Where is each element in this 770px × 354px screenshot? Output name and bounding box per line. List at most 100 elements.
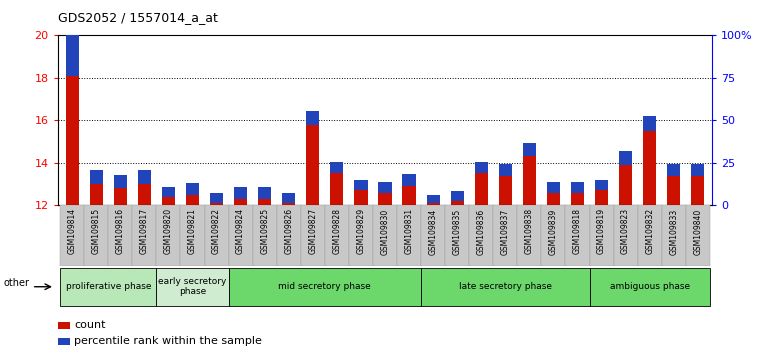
Bar — [354, 180, 367, 190]
Bar — [691, 176, 705, 205]
Bar — [60, 268, 156, 306]
Bar — [499, 176, 512, 205]
Text: GSM109837: GSM109837 — [500, 208, 510, 255]
Text: GSM109818: GSM109818 — [573, 208, 582, 254]
Text: percentile rank within the sample: percentile rank within the sample — [74, 336, 262, 346]
Text: GSM109832: GSM109832 — [645, 208, 654, 255]
Bar — [258, 199, 271, 205]
Bar — [186, 195, 199, 205]
Bar — [403, 186, 416, 205]
Bar — [494, 205, 517, 266]
Text: GDS2052 / 1557014_a_at: GDS2052 / 1557014_a_at — [58, 11, 218, 24]
Text: GSM109824: GSM109824 — [236, 208, 245, 255]
Bar — [403, 174, 416, 186]
Bar — [138, 171, 151, 184]
Bar — [301, 205, 325, 266]
Text: GSM109833: GSM109833 — [669, 208, 678, 255]
Text: GSM109840: GSM109840 — [693, 208, 702, 255]
Bar — [325, 205, 349, 266]
Text: GSM109819: GSM109819 — [597, 208, 606, 255]
Bar — [643, 116, 656, 131]
Text: GSM109817: GSM109817 — [140, 208, 149, 255]
Bar — [427, 195, 440, 203]
Bar — [162, 197, 175, 205]
Bar — [590, 205, 614, 266]
Bar — [65, 76, 79, 205]
Bar — [89, 184, 103, 205]
Bar — [667, 176, 681, 205]
Text: other: other — [4, 278, 30, 288]
Bar — [258, 187, 271, 199]
Bar — [306, 111, 320, 125]
Bar — [614, 205, 638, 266]
Bar — [229, 205, 253, 266]
Bar — [132, 205, 156, 266]
Text: GSM109815: GSM109815 — [92, 208, 101, 255]
Bar — [58, 338, 69, 345]
Bar — [114, 188, 127, 205]
Bar — [421, 205, 445, 266]
Bar — [210, 193, 223, 203]
Bar — [180, 205, 205, 266]
Bar — [162, 187, 175, 197]
Bar — [114, 175, 127, 188]
Bar — [205, 205, 229, 266]
Text: GSM109830: GSM109830 — [380, 208, 390, 255]
Text: early secretory
phase: early secretory phase — [159, 277, 226, 296]
Bar — [541, 205, 565, 266]
Bar — [276, 205, 301, 266]
Bar — [58, 322, 69, 329]
Text: GSM109828: GSM109828 — [333, 208, 341, 254]
Bar — [354, 190, 367, 205]
Bar — [229, 268, 421, 306]
Bar — [474, 161, 488, 173]
Bar — [427, 203, 440, 205]
Text: GSM109827: GSM109827 — [308, 208, 317, 255]
Text: GSM109834: GSM109834 — [429, 208, 437, 255]
Bar — [595, 180, 608, 190]
Bar — [282, 193, 296, 203]
Bar — [547, 193, 560, 205]
Bar — [547, 182, 560, 193]
Bar — [450, 191, 464, 201]
Bar — [234, 187, 247, 199]
Bar — [306, 125, 320, 205]
Bar — [691, 164, 705, 176]
Text: GSM109835: GSM109835 — [453, 208, 462, 255]
Bar — [156, 268, 229, 306]
Bar — [474, 173, 488, 205]
Bar — [643, 131, 656, 205]
Bar — [138, 184, 151, 205]
Bar — [234, 199, 247, 205]
Bar — [619, 152, 632, 165]
Bar — [84, 205, 109, 266]
Bar — [450, 201, 464, 205]
Bar — [571, 182, 584, 193]
Bar — [109, 205, 132, 266]
Text: proliferative phase: proliferative phase — [65, 282, 151, 291]
Text: ambiguous phase: ambiguous phase — [610, 282, 690, 291]
Bar — [590, 268, 710, 306]
Bar — [156, 205, 180, 266]
Bar — [253, 205, 276, 266]
Bar — [523, 143, 536, 156]
Bar — [595, 190, 608, 205]
Bar — [638, 205, 661, 266]
Bar — [65, 25, 79, 76]
Bar — [330, 173, 343, 205]
Bar — [619, 165, 632, 205]
Text: GSM109823: GSM109823 — [621, 208, 630, 255]
Bar — [373, 205, 397, 266]
Bar — [186, 183, 199, 195]
Text: GSM109816: GSM109816 — [116, 208, 125, 255]
Text: GSM109829: GSM109829 — [357, 208, 366, 255]
Text: GSM109822: GSM109822 — [212, 208, 221, 254]
Bar — [565, 205, 590, 266]
Bar — [60, 205, 84, 266]
Bar — [445, 205, 469, 266]
Bar — [667, 164, 681, 176]
Bar — [421, 268, 590, 306]
Bar — [661, 205, 686, 266]
Text: GSM109836: GSM109836 — [477, 208, 486, 255]
Text: GSM109838: GSM109838 — [525, 208, 534, 255]
